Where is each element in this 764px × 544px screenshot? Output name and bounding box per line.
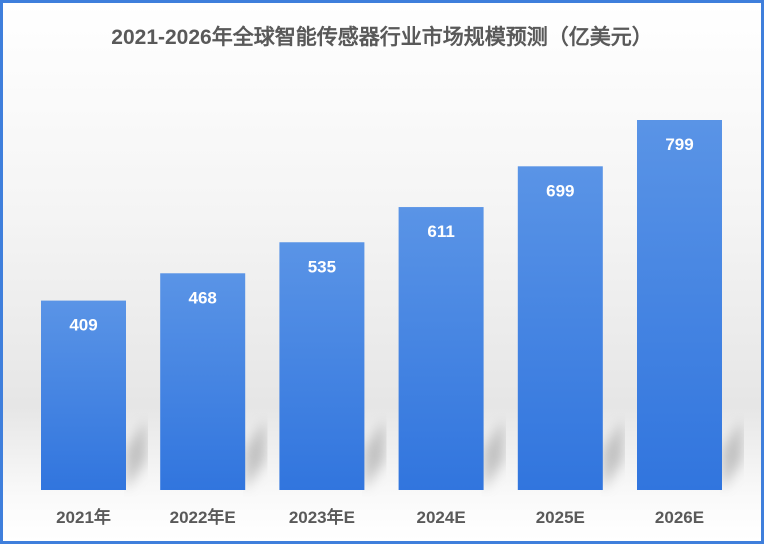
bar-2021年 [41,300,126,490]
bar-shadow [722,420,742,490]
bar-2024E [398,207,484,490]
x-tick-label: 2021年 [56,507,111,527]
x-tick-label: 2023年E [289,507,355,527]
bar-2025E [517,166,603,490]
bar-shadow [602,420,623,490]
bar-shadow [245,420,266,490]
bar-shadow [483,420,504,490]
x-tick-label: 2025E [536,508,585,527]
data-label: 409 [69,316,97,335]
data-label: 699 [546,181,574,200]
bar-2022年E [160,273,246,490]
bar-shadow [126,420,146,490]
bar-2023年E [279,242,365,490]
x-tick-label: 2024E [417,508,466,527]
bar-2026E [637,120,722,490]
chart-title: 2021-2026年全球智能传感器行业市场规模预测（亿美元） [111,26,653,49]
data-label: 468 [189,288,217,307]
data-label: 611 [427,222,454,241]
x-tick-label: 2026E [655,508,704,527]
data-label: 535 [308,257,336,276]
x-tick-label: 2022年E [170,507,236,527]
data-label: 799 [665,135,693,154]
bar-shadow [364,420,385,490]
